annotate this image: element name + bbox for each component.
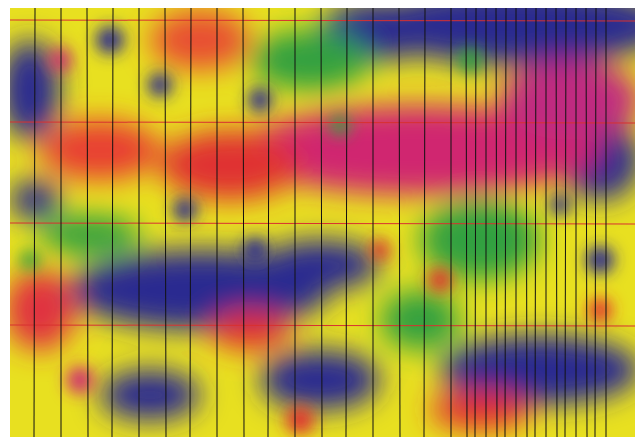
tie-line [9, 324, 635, 327]
flight-line [564, 7, 567, 437]
small-anomalies [20, 26, 614, 434]
flight-line [534, 7, 537, 437]
flight-line [585, 7, 588, 437]
flight-line [345, 7, 348, 437]
flight-line [525, 7, 528, 437]
flight-line [555, 7, 558, 437]
flight-line [504, 7, 507, 437]
flight-line [474, 7, 477, 437]
tie-line [9, 121, 635, 124]
flight-line [242, 7, 245, 437]
tie-line [9, 19, 635, 22]
flight-line [423, 7, 426, 437]
flight-line [267, 7, 270, 437]
tie-line [9, 222, 635, 225]
flight-line [320, 7, 323, 437]
flight-line [495, 7, 498, 437]
flight-line [594, 7, 597, 437]
flight-line [111, 7, 114, 437]
survey-lines [9, 7, 635, 437]
flight-line [164, 7, 167, 437]
flight-line [33, 7, 36, 437]
flight-line [465, 7, 468, 437]
flight-line [189, 7, 192, 437]
flight-line [398, 7, 401, 437]
flight-line [86, 7, 89, 437]
